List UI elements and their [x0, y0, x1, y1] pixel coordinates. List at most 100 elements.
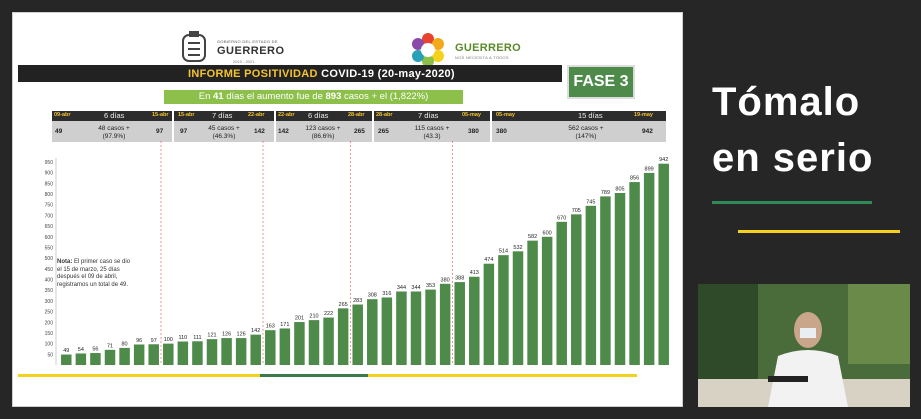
bar-value-label: 856	[630, 176, 639, 182]
y-tick-label: 100	[45, 342, 54, 348]
y-tick-label: 250	[45, 310, 54, 316]
brand-name-text: GUERRERO	[455, 42, 521, 54]
y-tick-label: 400	[45, 278, 54, 284]
bar-value-label: 899	[645, 166, 654, 172]
bar	[410, 291, 422, 365]
bar-value-label: 705	[572, 208, 581, 214]
bar-value-label: 388	[455, 276, 464, 282]
bar	[279, 328, 291, 365]
bar-value-label: 344	[397, 285, 406, 291]
bar-value-label: 582	[528, 234, 537, 240]
bar-value-label: 474	[484, 257, 493, 263]
slogan-underline-green	[712, 201, 872, 204]
bar	[104, 349, 116, 365]
bar	[61, 354, 72, 365]
positivity-bar-chart: 50 100 150 200 250 300 350 400 450 500 550 600 650 70…	[45, 141, 669, 365]
bar	[250, 334, 261, 365]
state-seal-logo	[182, 31, 206, 62]
bar-value-label: 353	[426, 283, 435, 289]
bar-value-label: 171	[280, 322, 289, 328]
bar-value-label: 316	[382, 291, 391, 297]
bar	[425, 289, 436, 365]
bar-value-label: 745	[586, 199, 595, 205]
y-tick-label: 500	[45, 256, 54, 262]
bar-value-label: 96	[136, 338, 142, 344]
summary-banner: En 41 días el aumento fue de 893 casos +…	[164, 90, 463, 104]
bar-value-label: 670	[557, 215, 566, 221]
bar	[192, 341, 203, 365]
bar-value-label: 49	[63, 348, 69, 354]
slogan-line-1: Tómalo	[712, 80, 861, 124]
period-body: 142 123 casos + (86.6%) 265	[276, 121, 372, 142]
gov-years-text: 2015 - 2021	[233, 59, 255, 64]
bar	[454, 282, 465, 365]
bottom-line-green	[260, 374, 368, 377]
period-header: 15-abr 7 días 22-abr	[174, 111, 274, 121]
bar	[396, 291, 407, 365]
bar	[367, 299, 378, 365]
bar	[527, 240, 538, 365]
bar-value-label: 210	[309, 314, 318, 320]
bar-value-label: 71	[107, 343, 113, 349]
guerrero-flower-logo	[412, 33, 444, 67]
bar	[221, 338, 232, 365]
bar-value-label: 201	[295, 316, 304, 322]
y-tick-label: 850	[45, 181, 54, 187]
slogan-line-2: en serio	[712, 136, 874, 180]
period-body: 265 115 casos + (43.3) 380	[374, 121, 490, 142]
report-title-bar: INFORME POSITIVIDAD COVID-19 (20-may-202…	[18, 65, 562, 82]
period-body: 380 562 casos + (147%) 942	[492, 121, 666, 142]
bar	[381, 297, 393, 365]
bar	[75, 353, 87, 365]
bar-value-label: 121	[207, 333, 216, 339]
bar-value-label: 532	[513, 245, 522, 251]
bar	[177, 341, 189, 365]
bottom-line-yellow	[18, 374, 260, 377]
bar	[439, 283, 451, 365]
bar	[265, 330, 276, 365]
y-tick-label: 750	[45, 203, 54, 209]
y-tick-label: 450	[45, 267, 54, 273]
y-tick-label: 650	[45, 224, 54, 230]
bar-value-label: 805	[615, 186, 624, 192]
bar	[469, 276, 480, 365]
bar	[163, 343, 174, 365]
y-tick-label: 550	[45, 245, 54, 251]
period-header: 09-abr 6 días 15-abr	[52, 111, 172, 121]
period-body: 97 45 casos + (46.3%) 142	[174, 121, 274, 142]
bar-value-label: 100	[164, 337, 173, 343]
bar	[585, 205, 597, 365]
speaker-video-image	[698, 284, 910, 407]
bar-value-label: 265	[339, 302, 348, 308]
speaker-video	[698, 284, 910, 407]
y-tick-label: 350	[45, 288, 54, 294]
period-header: 22-abr 6 días 28-abr	[276, 111, 372, 121]
bar	[119, 347, 130, 365]
bar-value-label: 308	[368, 293, 377, 299]
bar	[571, 214, 582, 365]
y-tick-label: 150	[45, 331, 54, 337]
bar-value-label: 97	[151, 338, 157, 344]
period-table: 09-abr 6 días 15-abr 49 48 casos + (97.9%…	[52, 111, 666, 142]
y-tick-label: 900	[45, 171, 54, 177]
bar-value-label: 514	[499, 249, 508, 255]
y-tick-label: 950	[45, 160, 54, 166]
y-tick-label: 200	[45, 320, 54, 326]
bar	[483, 263, 495, 365]
period-body: 49 48 casos + (97.9%) 97	[52, 121, 172, 142]
bar-value-label: 413	[470, 270, 479, 276]
bar-value-label: 942	[659, 157, 668, 163]
bar	[556, 221, 567, 365]
bar	[498, 255, 509, 365]
bar-value-label: 142	[251, 328, 260, 334]
bar-value-label: 222	[324, 311, 333, 317]
bar	[629, 182, 640, 365]
bar-value-label: 789	[601, 190, 610, 196]
bar	[614, 192, 626, 365]
bar-value-label: 126	[222, 332, 231, 338]
slogan-underline-yellow	[738, 230, 900, 233]
brand-tagline-text: NOS NECESITA A TODOS	[455, 55, 509, 60]
bar-value-label: 163	[266, 324, 275, 330]
bar	[600, 196, 611, 365]
bar	[235, 338, 247, 365]
